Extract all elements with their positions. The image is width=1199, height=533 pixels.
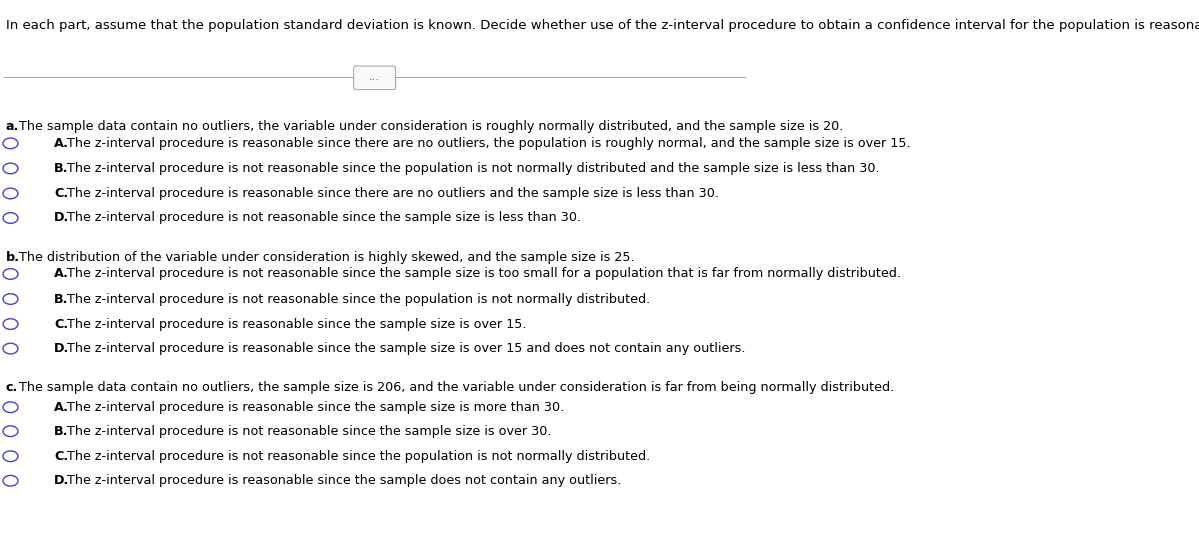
Text: B.: B. xyxy=(54,162,68,175)
Text: ...: ... xyxy=(369,72,380,82)
Text: B.: B. xyxy=(54,293,68,305)
Text: The sample data contain no outliers, the variable under consideration is roughly: The sample data contain no outliers, the… xyxy=(19,120,844,133)
Text: A.: A. xyxy=(54,401,68,414)
Text: The z-interval procedure is reasonable since the sample size is over 15 and does: The z-interval procedure is reasonable s… xyxy=(67,342,746,355)
Text: A.: A. xyxy=(54,268,68,280)
Text: D.: D. xyxy=(54,474,70,487)
Text: A.: A. xyxy=(54,137,68,150)
Text: The sample data contain no outliers, the sample size is 206, and the variable un: The sample data contain no outliers, the… xyxy=(19,381,894,394)
Text: The distribution of the variable under consideration is highly skewed, and the s: The distribution of the variable under c… xyxy=(19,251,635,263)
Text: D.: D. xyxy=(54,342,70,355)
Text: In each part, assume that the population standard deviation is known. Decide whe: In each part, assume that the population… xyxy=(6,19,1199,31)
Text: The z-interval procedure is not reasonable since the population is not normally : The z-interval procedure is not reasonab… xyxy=(67,450,651,463)
Text: The z-interval procedure is reasonable since there are no outliers, the populati: The z-interval procedure is reasonable s… xyxy=(67,137,911,150)
Text: B.: B. xyxy=(54,425,68,438)
Text: C.: C. xyxy=(54,450,68,463)
Text: The z-interval procedure is not reasonable since the sample size is over 30.: The z-interval procedure is not reasonab… xyxy=(67,425,552,438)
FancyBboxPatch shape xyxy=(354,66,396,90)
Text: The z-interval procedure is not reasonable since the population is not normally : The z-interval procedure is not reasonab… xyxy=(67,293,651,305)
Text: a.: a. xyxy=(6,120,19,133)
Text: The z-interval procedure is reasonable since the sample does not contain any out: The z-interval procedure is reasonable s… xyxy=(67,474,622,487)
Text: The z-interval procedure is reasonable since there are no outliers and the sampl: The z-interval procedure is reasonable s… xyxy=(67,187,719,200)
Text: C.: C. xyxy=(54,318,68,330)
Text: The z-interval procedure is reasonable since the sample size is over 15.: The z-interval procedure is reasonable s… xyxy=(67,318,526,330)
Text: The z-interval procedure is reasonable since the sample size is more than 30.: The z-interval procedure is reasonable s… xyxy=(67,401,565,414)
Text: The z-interval procedure is not reasonable since the population is not normally : The z-interval procedure is not reasonab… xyxy=(67,162,880,175)
Text: The z-interval procedure is not reasonable since the sample size is too small fo: The z-interval procedure is not reasonab… xyxy=(67,268,902,280)
Text: c.: c. xyxy=(6,381,18,394)
Text: D.: D. xyxy=(54,212,70,224)
Text: b.: b. xyxy=(6,251,20,263)
Text: The z-interval procedure is not reasonable since the sample size is less than 30: The z-interval procedure is not reasonab… xyxy=(67,212,582,224)
Text: C.: C. xyxy=(54,187,68,200)
